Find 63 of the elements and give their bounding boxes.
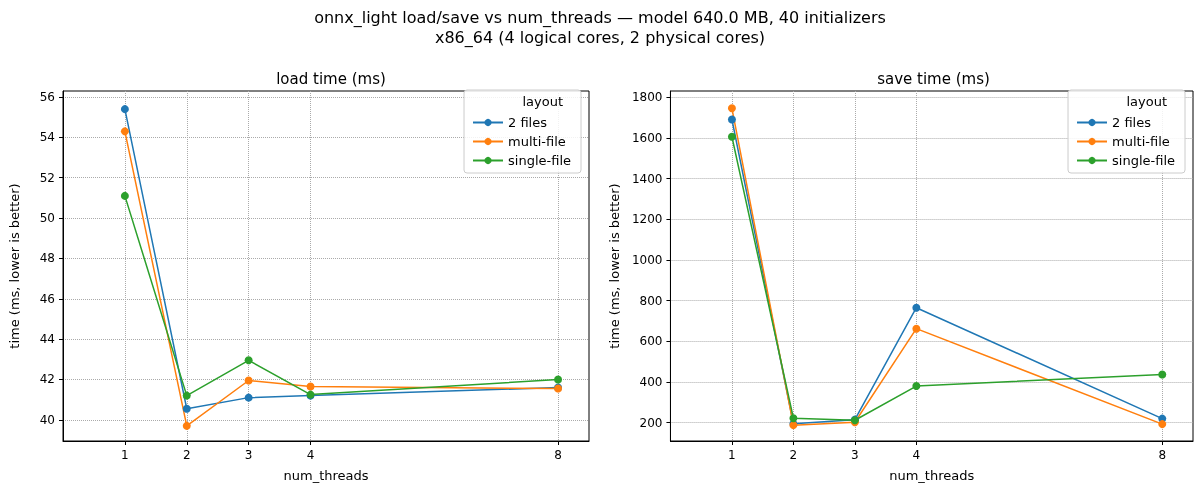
x-tick-label: 8 (1158, 448, 1167, 462)
chart-title: save time (ms) (877, 69, 990, 88)
point (244, 356, 253, 365)
legend-title: layout (1126, 93, 1168, 109)
y-tick-label: 1400 (631, 171, 663, 186)
point (1158, 420, 1167, 429)
y-tick-label: 600 (639, 334, 663, 349)
x-tick-label: 3 (851, 448, 859, 462)
legend-label: single-file (508, 153, 572, 168)
text: onnx_light load/save vs num_threads — model 640.0 MB, 40 initializers x86_64 (4 logical cores, 2 physical cores) (313, 7, 887, 49)
y-tick-label: 46 (39, 291, 55, 306)
point (727, 104, 736, 113)
point (120, 127, 129, 136)
point (912, 382, 921, 391)
point (912, 303, 921, 312)
y-tick-label: 1600 (631, 130, 663, 145)
x-tick-label: 4 (912, 448, 921, 462)
x-tick-label: 2 (789, 448, 798, 462)
legend-label: multi-file (508, 134, 566, 149)
y-tick-label: 56 (39, 90, 55, 105)
y-tick-label: 40 (39, 412, 55, 427)
x-axis-title: num_threads (889, 468, 975, 483)
point (244, 393, 253, 402)
x-tick-label: 3 (244, 448, 253, 462)
x-tick-label: 4 (306, 448, 315, 462)
point (182, 421, 191, 430)
point (182, 404, 191, 413)
x-tick-label: 8 (554, 448, 562, 462)
legend-title: layout (522, 93, 564, 109)
y-tick-label: 52 (39, 170, 55, 185)
point (306, 382, 315, 391)
point (912, 324, 921, 333)
x-tick-label: 1 (728, 448, 736, 462)
y-tick-label: 54 (39, 130, 55, 145)
point (120, 105, 129, 114)
y-tick-label: 44 (39, 332, 55, 347)
y-axis-title: time (ms, lower is better) (607, 183, 622, 349)
y-tick-label: 400 (639, 374, 663, 389)
y-tick-label: 48 (39, 251, 55, 266)
point (554, 375, 563, 384)
y-tick-label: 1800 (631, 90, 663, 105)
point (1158, 370, 1167, 379)
y-tick-label: 42 (39, 372, 55, 387)
legend-label: single-file (1112, 153, 1176, 168)
y-tick-label: 1200 (631, 212, 663, 227)
chart-title: load time (ms) (276, 69, 386, 88)
y-tick-label: 1000 (631, 252, 663, 267)
y-tick-label: 800 (639, 293, 663, 308)
legend-label: multi-file (1112, 134, 1170, 149)
point (727, 132, 736, 141)
x-tick-label: 1 (121, 448, 129, 462)
legend-label: 2 files (508, 115, 548, 130)
y-tick-label: 50 (39, 211, 55, 226)
point (182, 391, 191, 400)
point (727, 115, 736, 124)
point (120, 191, 129, 200)
point (789, 414, 798, 423)
y-tick-label: 200 (639, 415, 663, 430)
point (244, 376, 253, 385)
x-axis-title: num_threads (283, 468, 369, 483)
x-tick-label: 2 (182, 448, 191, 462)
y-axis-title: time (ms, lower is better) (7, 183, 22, 349)
legend-label: 2 files (1112, 115, 1152, 130)
